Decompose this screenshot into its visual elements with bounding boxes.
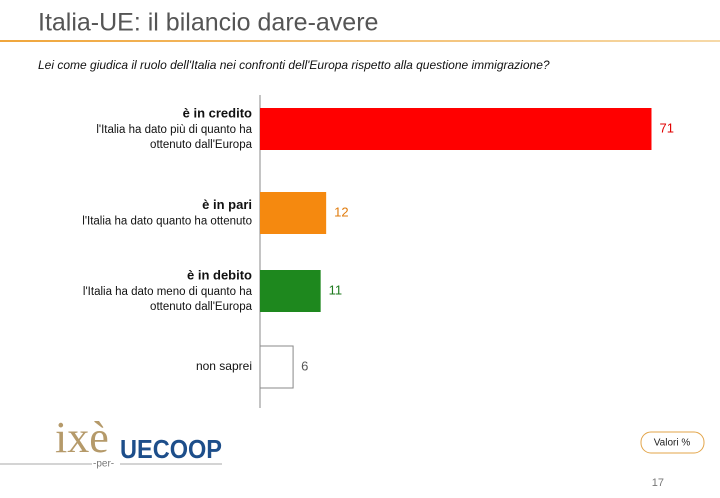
badge-box	[640, 431, 705, 454]
bar	[260, 270, 321, 312]
value-label: 11	[329, 282, 343, 297]
bar	[260, 108, 652, 150]
value-label: 71	[659, 120, 673, 135]
title-rule	[0, 40, 720, 42]
category-description: ottenuto dall'Europa	[150, 139, 253, 151]
logo-left: ixè	[55, 413, 109, 462]
category-label: è in pari	[202, 197, 252, 212]
category-label: è in credito	[183, 105, 252, 120]
category-description: l'Italia ha dato meno di quanto ha	[83, 286, 253, 298]
category-description: l'Italia ha dato quanto ha ottenuto	[82, 216, 252, 228]
category-label: non saprei	[196, 359, 252, 373]
category-label: è in debito	[187, 267, 252, 282]
category-description: ottenuto dall'Europa	[150, 301, 253, 313]
chart-title: Italia-UE: il bilancio dare-avere	[38, 9, 378, 37]
logo-right: UECOOP	[120, 434, 222, 464]
value-label: 6	[301, 358, 308, 373]
chart-subtitle: Lei come giudica il ruolo dell'Italia ne…	[38, 58, 550, 72]
badge: Valori %	[654, 438, 691, 449]
logo-connector: -per-	[93, 459, 114, 470]
page-number: 17	[652, 477, 664, 489]
category-description: l'Italia ha dato più di quanto ha	[96, 124, 252, 136]
bar	[259, 345, 294, 389]
bar	[260, 192, 327, 234]
value-label: 12	[334, 204, 348, 219]
